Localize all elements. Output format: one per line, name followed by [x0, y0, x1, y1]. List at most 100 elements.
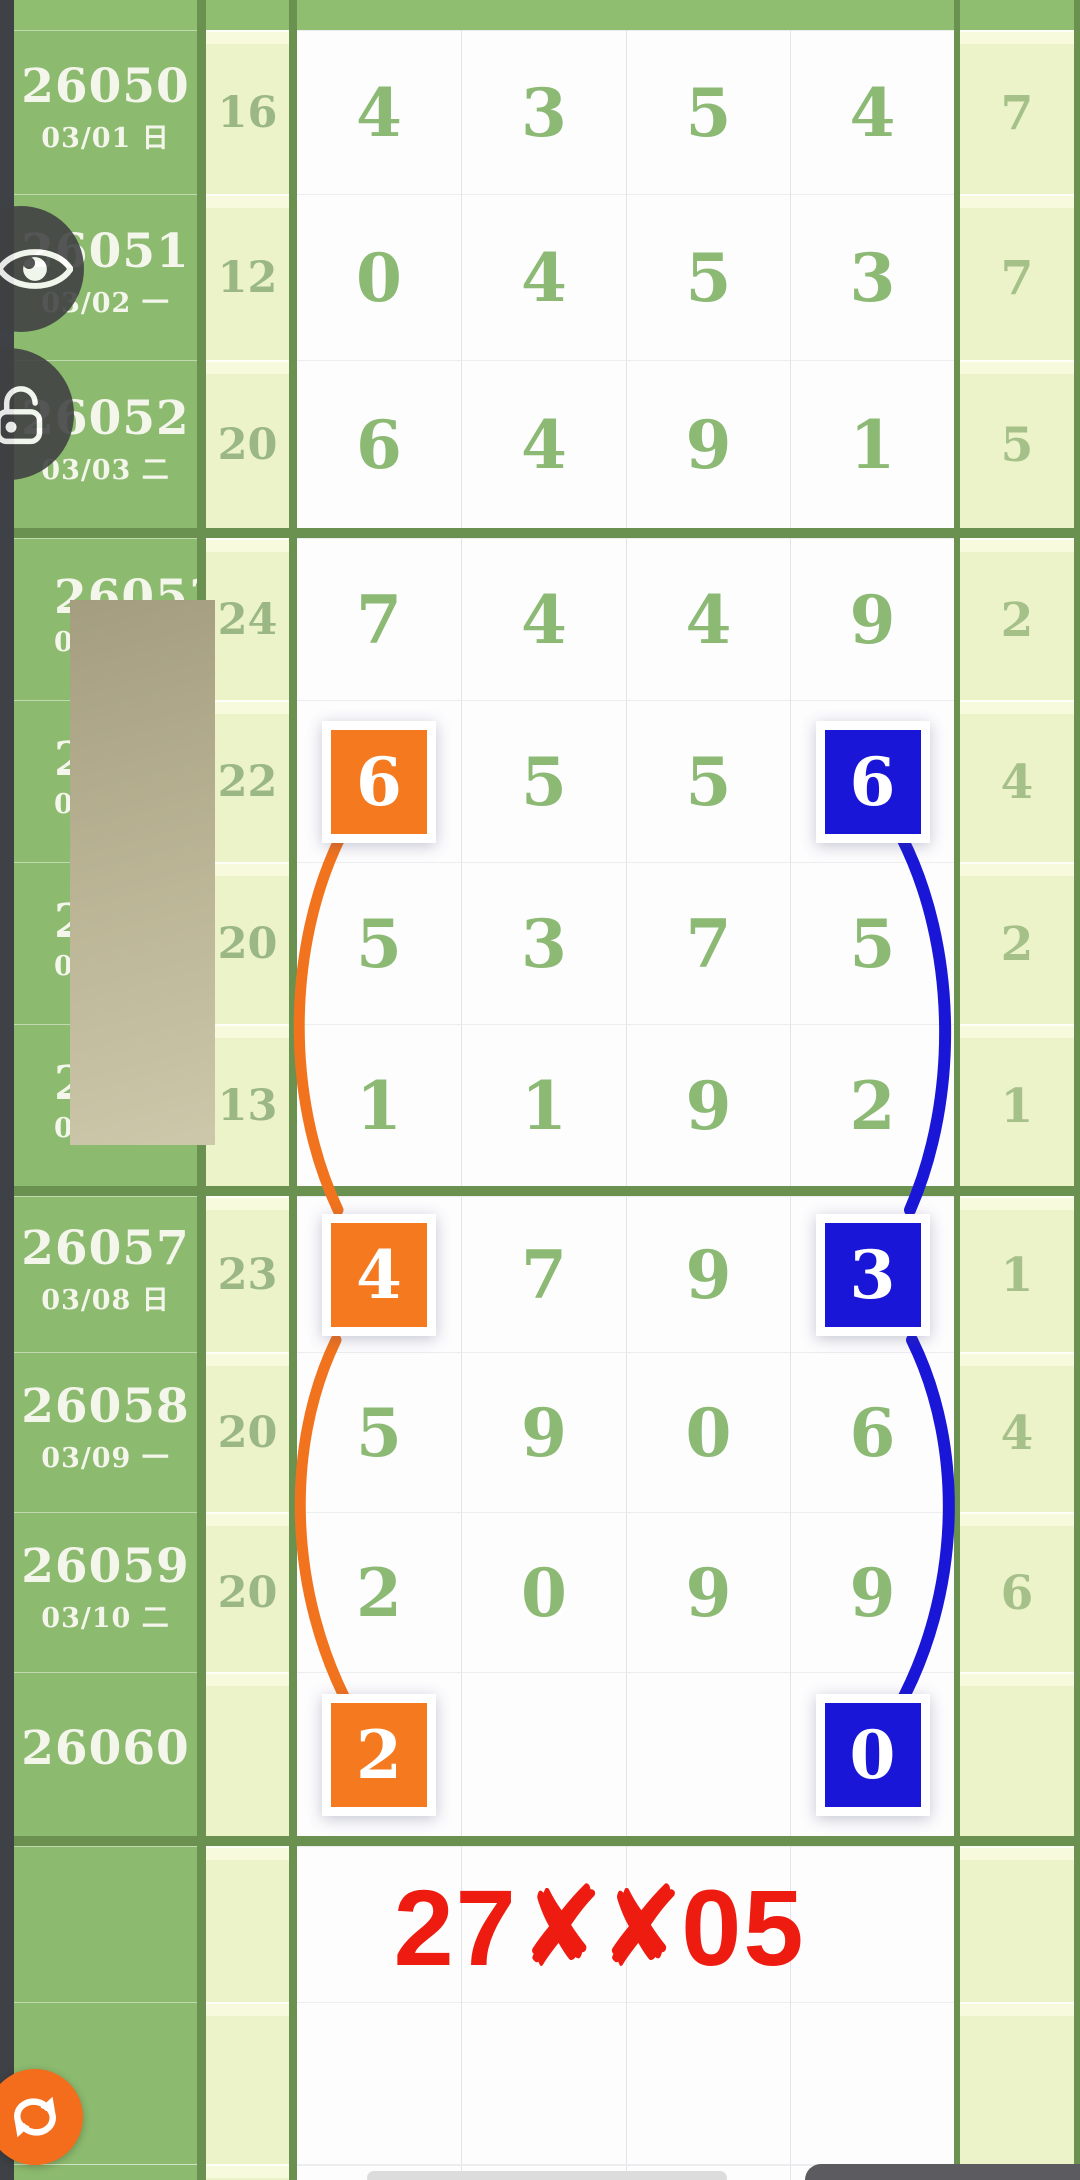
eye-icon	[0, 249, 73, 289]
highlighted-digit-orange: 4	[322, 1213, 436, 1336]
right-digit-cell	[960, 1672, 1074, 1836]
digit-cell: 3	[790, 1196, 954, 1352]
digit-cell: 7	[626, 862, 790, 1024]
digit-cell: 9	[790, 538, 954, 700]
right-digit-cell: 6	[960, 1512, 1074, 1672]
digit-cell: 5	[461, 700, 626, 862]
digit-cell: 6	[297, 700, 461, 862]
draw-number: 26059	[21, 1539, 190, 1595]
count-cell	[206, 1672, 289, 1836]
digit-cell	[461, 1672, 626, 1836]
highlighted-digit-orange: 2	[322, 1693, 436, 1816]
draw-date: 03/10 二	[41, 1602, 170, 1634]
draw-date: 03/08 日	[41, 1284, 170, 1316]
draw-date: 0	[54, 788, 74, 820]
draw-label	[14, 2164, 197, 2180]
digit-cell: 0	[297, 194, 461, 360]
draw-label: 26060	[14, 1672, 197, 1836]
digit-cell: 9	[461, 1352, 626, 1512]
table-row: 26051 03/02 一 12 0 4 5 3 7	[0, 194, 1080, 360]
digit-cell: 3	[461, 862, 626, 1024]
row-divider	[297, 2164, 954, 2166]
digit-cell: 6	[297, 360, 461, 528]
count-cell: 24	[206, 538, 289, 700]
right-digit-cell: 1	[960, 1024, 1074, 1186]
prediction-suffix: 05	[681, 1866, 806, 1988]
lock-toggle-button[interactable]	[0, 348, 74, 480]
count-cell	[206, 2164, 289, 2180]
right-digit-cell: 7	[960, 30, 1074, 194]
digit-cell: 2	[790, 1024, 954, 1186]
digit-cell: 7	[297, 538, 461, 700]
digit-cell	[297, 1846, 461, 2002]
digit-cell: 9	[626, 1024, 790, 1186]
right-digit-cell: 1	[960, 1196, 1074, 1352]
refresh-button[interactable]	[0, 2069, 83, 2165]
digit-cell	[461, 2002, 626, 2164]
draw-label: 26050 03/01 日	[14, 30, 197, 194]
right-digit-cell: 4	[960, 700, 1074, 862]
digit-cell: 4	[626, 538, 790, 700]
week-divider	[14, 1836, 1080, 1846]
right-digit-cell: 5	[960, 360, 1074, 528]
digit-cell: 9	[626, 1512, 790, 1672]
digit-cell: 9	[626, 360, 790, 528]
table-row-prediction	[0, 1846, 1080, 2002]
draw-label: 26057 03/08 日	[14, 1196, 197, 1352]
right-digit-cell	[960, 1846, 1074, 2002]
draw-date: 03/03 二	[41, 454, 170, 486]
table-top-band	[14, 0, 1080, 30]
table-row: 26059 03/10 二 20 2 0 9 9 6	[0, 1512, 1080, 1672]
count-cell	[206, 1846, 289, 2002]
column-border	[289, 0, 297, 2180]
draw-label: 26058 03/09 一	[14, 1352, 197, 1512]
count-cell: 12	[206, 194, 289, 360]
count-cell: 23	[206, 1196, 289, 1352]
draw-number: 26050	[21, 59, 190, 115]
right-digit-cell: 4	[960, 1352, 1074, 1512]
right-digit-cell: 2	[960, 538, 1074, 700]
digit-cell: 5	[626, 194, 790, 360]
digit-cell: 4	[297, 30, 461, 194]
count-cell: 20	[206, 862, 289, 1024]
unlock-icon	[0, 386, 43, 445]
draw-date: 0	[54, 1112, 74, 1144]
highlighted-digit-orange: 6	[322, 720, 436, 843]
cross-marks: ✘✘	[519, 1864, 684, 1991]
digit-cell: 4	[297, 1196, 461, 1352]
horizontal-scrollbar[interactable]	[367, 2171, 727, 2180]
digit-cell	[790, 2002, 954, 2164]
digit-cell: 5	[297, 1352, 461, 1512]
prediction-prefix: 27	[393, 1866, 518, 1988]
right-digit-cell: 2	[960, 862, 1074, 1024]
digit-cell	[297, 2002, 461, 2164]
digit-cell: 3	[461, 30, 626, 194]
table-row: 26050 03/01 日 16 4 3 5 4 7	[0, 30, 1080, 194]
prediction-text: 27 ✘✘ 05	[271, 1850, 928, 2004]
blue-trend-curve	[892, 1334, 955, 1714]
bottom-toolbar-corner	[805, 2164, 1080, 2180]
censored-blur-patch	[70, 600, 215, 1145]
draw-number: 26060	[21, 1720, 190, 1776]
week-divider	[14, 1186, 1080, 1196]
digit-cell	[626, 1846, 790, 2002]
column-border	[954, 0, 960, 2180]
digit-cell: 4	[461, 194, 626, 360]
right-digit-cell: 7	[960, 194, 1074, 360]
draw-label: 26059 03/10 二	[14, 1512, 197, 1672]
digit-cell: 1	[297, 1024, 461, 1186]
orange-trend-curve	[294, 1334, 356, 1714]
draw-date: 03/01 日	[41, 122, 170, 154]
draw-date: 0	[54, 950, 74, 982]
count-cell: 22	[206, 700, 289, 862]
table-row: 26053 0 24 7 4 4 9 2	[0, 538, 1080, 700]
highlighted-digit-blue: 0	[815, 1693, 930, 1816]
digit-cell: 5	[297, 862, 461, 1024]
digit-cell: 2	[297, 1672, 461, 1836]
digit-cell	[626, 2002, 790, 2164]
table-row: 26060 2 0	[0, 1672, 1080, 1836]
orange-trend-curve	[293, 832, 346, 1216]
blue-trend-curve	[896, 832, 952, 1216]
digit-cell: 6	[790, 1352, 954, 1512]
